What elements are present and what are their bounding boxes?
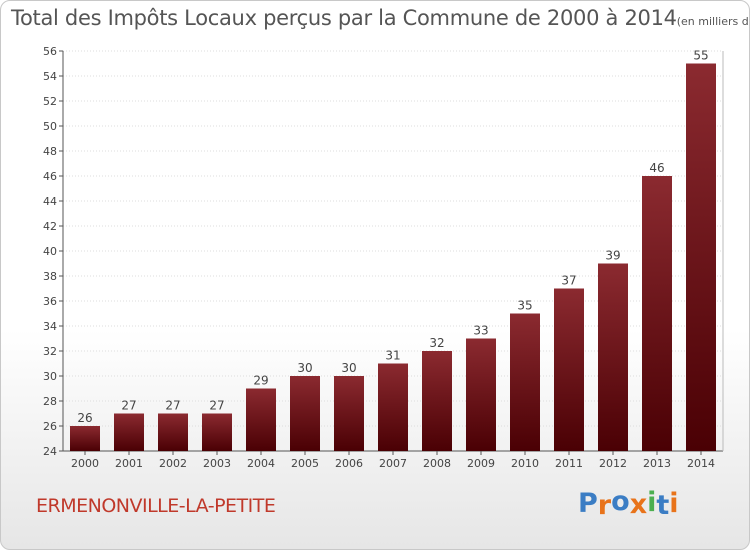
bar: [642, 176, 672, 451]
x-tick-label: 2011: [555, 457, 583, 470]
data-label: 46: [649, 161, 664, 175]
bar: [554, 288, 584, 451]
y-tick-label: 48: [43, 145, 57, 158]
labels: 24 26 28 30 32 34 36 38 40 42 44 46 48 50 52 54 56 26 2000…: [43, 45, 715, 470]
bar: [202, 413, 232, 451]
y-tick-label: 26: [43, 420, 57, 433]
data-label: 30: [341, 361, 356, 375]
y-tick-label: 36: [43, 295, 57, 308]
x-tick-label: 2006: [335, 457, 363, 470]
x-tick-label: 2007: [379, 457, 407, 470]
x-tick-label: 2004: [247, 457, 275, 470]
bar: [510, 313, 540, 451]
proxiti-logo: Proxiti: [578, 486, 679, 521]
x-tick-label: 2003: [203, 457, 231, 470]
data-label: 37: [561, 274, 576, 288]
data-label: 27: [121, 399, 136, 413]
data-label: 27: [165, 399, 180, 413]
y-tick-label: 54: [43, 70, 57, 83]
x-tick-label: 2014: [687, 457, 715, 470]
logo-letter: P: [578, 488, 598, 519]
y-tick-label: 24: [43, 445, 57, 458]
logo-letter: t: [656, 490, 670, 521]
logo-letter: i: [647, 487, 657, 518]
bar: [466, 338, 496, 451]
data-label: 26: [77, 411, 92, 425]
y-tick-label: 52: [43, 95, 57, 108]
logo-letter: r: [597, 490, 612, 521]
y-tick-label: 40: [43, 245, 57, 258]
y-tick-label: 30: [43, 370, 57, 383]
bar: [422, 351, 452, 451]
y-tick-label: 42: [43, 220, 57, 233]
x-tick-label: 2009: [467, 457, 495, 470]
bar: [686, 63, 716, 451]
data-label: 35: [517, 299, 532, 313]
bar: [290, 376, 320, 451]
y-tick-label: 46: [43, 170, 57, 183]
data-label: 33: [473, 324, 488, 338]
y-tick-label: 34: [43, 320, 57, 333]
bars: [70, 63, 716, 451]
x-tick-label: 2000: [71, 457, 99, 470]
commune-name: ERMENONVILLE-LA-PETITE: [36, 495, 276, 517]
chart-title: Total des Impôts Locaux perçus par la Co…: [11, 6, 749, 30]
data-label: 30: [297, 361, 312, 375]
chart-title-main: Total des Impôts Locaux perçus par la Co…: [11, 6, 677, 30]
data-label: 31: [385, 349, 400, 363]
bar: [114, 413, 144, 451]
x-tick-label: 2010: [511, 457, 539, 470]
x-tick-label: 2013: [643, 457, 671, 470]
x-tick-label: 2001: [115, 457, 143, 470]
bar: [378, 363, 408, 451]
chart-title-unit: (en milliers d'€): [676, 15, 749, 28]
x-tick-label: 2002: [159, 457, 187, 470]
bar: [70, 426, 100, 451]
logo-letter: i: [669, 488, 679, 519]
y-tick-label: 38: [43, 270, 57, 283]
data-label: 55: [693, 49, 708, 63]
bar: [334, 376, 364, 451]
data-label: 29: [253, 374, 268, 388]
data-label: 32: [429, 336, 444, 350]
x-tick-label: 2005: [291, 457, 319, 470]
x-tick-label: 2012: [599, 457, 627, 470]
bar: [246, 388, 276, 451]
x-tick-label: 2008: [423, 457, 451, 470]
y-tick-label: 32: [43, 345, 57, 358]
logo-letter: o: [611, 486, 630, 517]
bar: [158, 413, 188, 451]
y-tick-label: 50: [43, 120, 57, 133]
y-tick-label: 44: [43, 195, 57, 208]
y-tick-label: 28: [43, 395, 57, 408]
data-label: 39: [605, 249, 620, 263]
logo-letter: x: [629, 489, 648, 520]
bar: [598, 263, 628, 451]
y-tick-label: 56: [43, 45, 57, 58]
data-label: 27: [209, 399, 224, 413]
